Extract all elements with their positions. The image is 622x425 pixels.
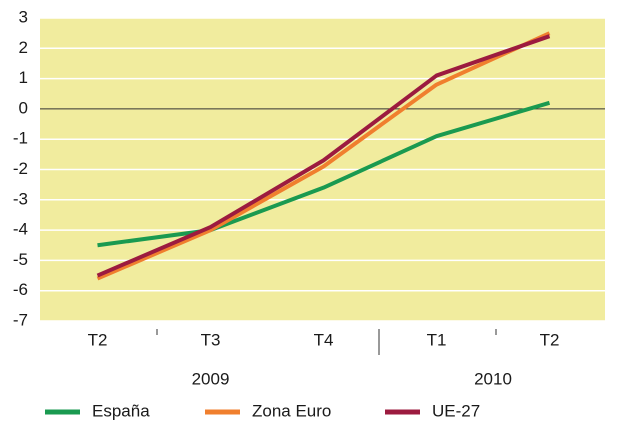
series-line <box>97 100 551 248</box>
x-tick-label: T1 <box>427 330 447 349</box>
x-tick-label: T4 <box>314 330 334 349</box>
series-line <box>96 31 551 281</box>
y-tick-label: 2 <box>19 38 28 57</box>
year-label: 2009 <box>192 369 230 388</box>
y-tick-label: -6 <box>13 280 28 299</box>
y-tick-label: 3 <box>19 7 28 26</box>
y-tick-label: -4 <box>13 220 28 239</box>
x-tick-label: T2 <box>540 330 560 349</box>
x-tick-label: T2 <box>88 330 108 349</box>
series-line <box>96 34 551 278</box>
y-tick-label: -2 <box>13 159 28 178</box>
y-tick-label: -7 <box>13 310 28 329</box>
y-tick-label: -5 <box>13 250 28 269</box>
legend-label: Zona Euro <box>252 401 331 420</box>
x-tick-label: T3 <box>201 330 221 349</box>
y-tick-label: 0 <box>19 98 28 117</box>
y-tick-label: -3 <box>13 189 28 208</box>
legend-label: UE-27 <box>432 401 480 420</box>
y-tick-label: -1 <box>13 129 28 148</box>
y-tick-label: 1 <box>19 68 28 87</box>
legend-label: España <box>92 401 150 420</box>
year-label: 2010 <box>474 369 512 388</box>
